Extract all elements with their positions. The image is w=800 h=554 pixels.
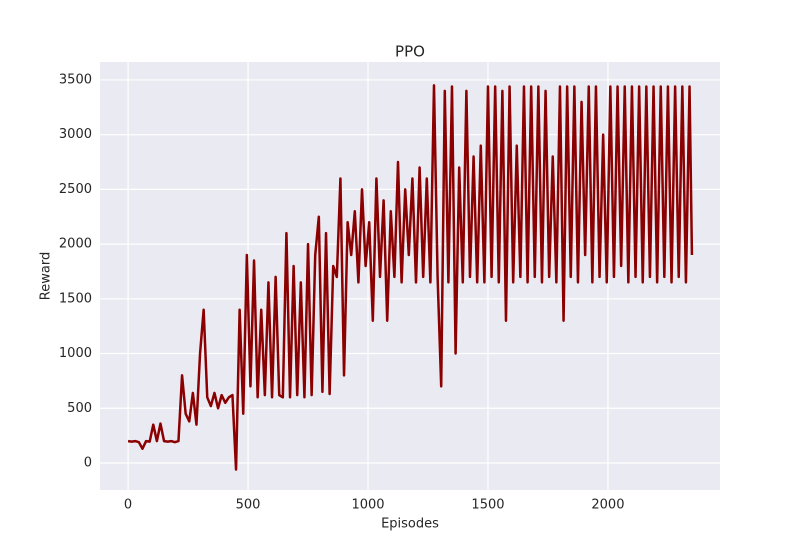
y-tick-label: 2000: [59, 237, 92, 252]
chart-title: PPO: [395, 43, 425, 61]
x-tick-label: 1500: [471, 498, 504, 513]
data-line: [127, 84, 694, 471]
y-axis-label: Reward: [39, 252, 54, 300]
y-tick-label: 2500: [59, 182, 92, 197]
y-tick-label: 0: [84, 455, 92, 470]
y-tick-label: 1000: [59, 346, 92, 361]
x-tick-label: 2000: [591, 498, 624, 513]
y-tick-label: 3000: [59, 127, 92, 142]
x-tick-label: 0: [124, 498, 132, 513]
x-tick-label: 1000: [351, 498, 384, 513]
y-tick-label: 1500: [59, 291, 92, 306]
x-tick-label: 500: [236, 498, 261, 513]
y-tick-label: 500: [67, 401, 92, 416]
x-axis-label: Episodes: [381, 517, 439, 532]
y-tick-label: 3500: [59, 72, 92, 87]
